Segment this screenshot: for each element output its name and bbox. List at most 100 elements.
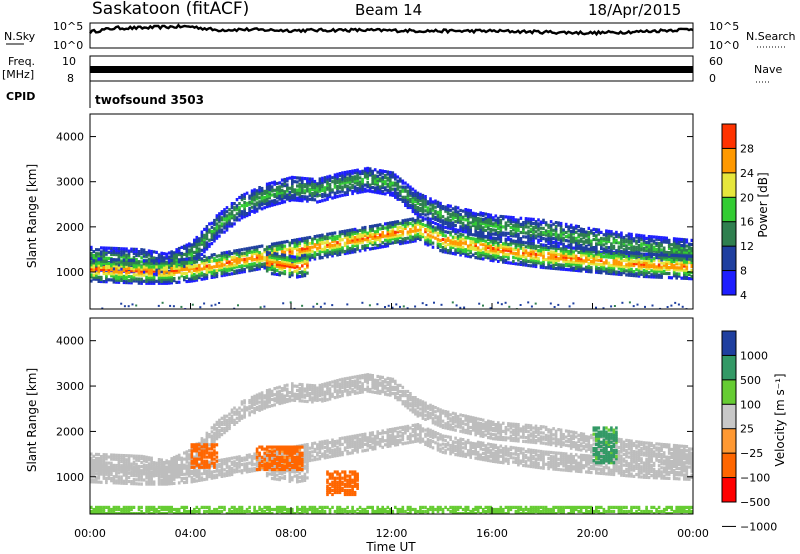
power-cell: [431, 212, 435, 216]
power-cell: [265, 186, 269, 190]
power-cell: [645, 266, 648, 271]
power-cell: [685, 262, 689, 266]
power-cell: [263, 248, 266, 252]
power-cell: [479, 254, 482, 258]
power-cell: [411, 235, 415, 239]
power-cell: [167, 265, 171, 269]
power-cell: [532, 246, 535, 250]
power-cell: [318, 256, 322, 260]
power-cell: [243, 261, 246, 265]
power-cell: [602, 267, 606, 271]
power-cell: [675, 256, 678, 260]
velocity-cell: [188, 453, 191, 457]
power-cell: [351, 177, 354, 181]
power-cell: [313, 188, 317, 192]
velocity-cell: [213, 439, 216, 443]
power-cell: [200, 236, 204, 240]
power-cell: [145, 261, 148, 265]
power-cell: [564, 224, 568, 228]
power-cell: [306, 261, 309, 265]
power-cell: [343, 172, 347, 177]
power-cell: [353, 181, 357, 185]
power-cell: [497, 259, 500, 263]
power-cell: [514, 222, 518, 226]
power-cell: [135, 253, 138, 258]
power-cell: [564, 245, 568, 249]
power-cell: [311, 195, 314, 200]
power-cell: [425, 304, 428, 306]
power-cell: [97, 279, 101, 283]
power-cell: [454, 232, 457, 236]
power-cell: [248, 212, 251, 217]
power-cell: [595, 306, 597, 309]
power-cell: [554, 227, 558, 231]
power-cell: [508, 305, 511, 308]
power-cell: [343, 170, 347, 175]
freq-label: Freq.: [8, 55, 35, 68]
power-cell: [198, 239, 201, 243]
power-cell: [494, 218, 498, 222]
velocity-cell: [218, 428, 221, 433]
power-cell: [642, 246, 646, 250]
power-cell: [547, 262, 550, 266]
power-cell: [301, 186, 304, 191]
power-cell: [429, 226, 432, 230]
power-cell: [404, 181, 407, 185]
power-cell: [434, 226, 437, 230]
power-cell: [552, 264, 555, 268]
power-cell: [542, 249, 545, 253]
power-cell: [429, 203, 432, 207]
power-cell: [564, 263, 568, 268]
power-cell: [426, 227, 430, 231]
power-cell: [660, 271, 663, 275]
power-cell: [464, 228, 467, 232]
power-cell: [492, 257, 495, 261]
power-cell: [361, 228, 364, 232]
power-cell: [291, 194, 294, 198]
power-cell: [270, 193, 274, 197]
power-cell: [233, 208, 236, 212]
power-cell: [273, 272, 276, 276]
power-cell: [474, 233, 477, 237]
power-cell: [559, 265, 563, 269]
power-cell: [127, 251, 131, 255]
power-cell: [140, 267, 143, 271]
power-cell: [268, 200, 271, 204]
power-cell: [117, 258, 121, 262]
power-cell: [471, 211, 475, 215]
station-title: Saskatoon (fitACF): [92, 0, 249, 19]
power-cell: [534, 234, 538, 238]
power-cell: [645, 246, 648, 251]
velocity-cell: [112, 457, 116, 461]
power-cell: [296, 198, 299, 202]
velocity-cell: [102, 459, 106, 463]
power-cell: [632, 237, 636, 241]
power-cell: [610, 263, 613, 268]
power-cell: [373, 230, 377, 234]
velocity-cell: [147, 458, 151, 462]
power-cell: [630, 255, 633, 259]
power-cell: [660, 265, 663, 269]
power-cell: [456, 210, 460, 214]
velocity-cell: [117, 453, 121, 457]
power-cell: [316, 302, 319, 305]
power-cell: [145, 251, 148, 255]
power-cell: [268, 263, 271, 267]
power-cell: [280, 244, 284, 249]
power-cell: [333, 237, 337, 241]
power-cell: [105, 265, 108, 270]
power-cell: [346, 231, 349, 235]
power-cell: [484, 212, 488, 216]
power-cell: [504, 240, 508, 244]
power-cell: [621, 301, 624, 304]
velocity-cell: [223, 431, 226, 435]
velocity-cell: [185, 450, 189, 454]
power-cell: [642, 260, 646, 264]
power-cell: [238, 214, 241, 218]
y-tick-label: 1000: [56, 266, 84, 279]
power-cell: [569, 262, 573, 266]
power-cell: [243, 270, 246, 274]
velocity-cell: [142, 463, 146, 467]
power-cell: [378, 187, 382, 191]
